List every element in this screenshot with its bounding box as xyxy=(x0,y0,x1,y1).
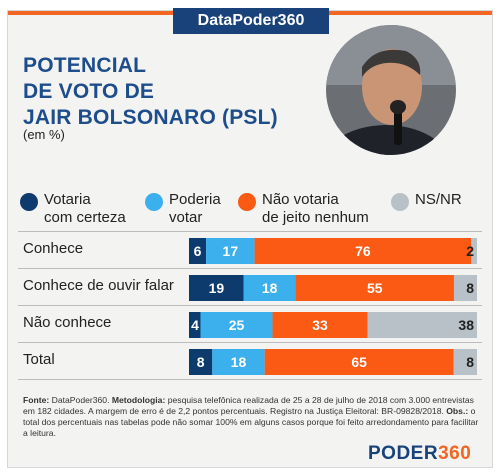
bar-value-label: 19 xyxy=(209,280,225,296)
footnote: Fonte: DataPoder360. Metodologia: pesqui… xyxy=(23,395,483,439)
legend-label: Poderia votar xyxy=(169,191,221,226)
footnote-obs-label: Obs.: xyxy=(446,406,469,416)
chart-subtitle: (em %) xyxy=(23,127,65,142)
footnote-fonte: DataPoder360. xyxy=(49,395,112,405)
legend-label: Votaria com certeza xyxy=(44,191,126,226)
stacked-bar-plot: 6 17 76 2 19 18 55 8 4 25 33 38 8 18 65 8 xyxy=(189,238,477,375)
legend-item-certeza: Votaria com certeza xyxy=(20,191,126,227)
row-divider xyxy=(18,305,482,306)
row-divider xyxy=(18,342,482,343)
row-label-ouvir-falar: Conhece de ouvir falar xyxy=(23,277,174,294)
bar-segment xyxy=(254,238,472,264)
row-label-total: Total xyxy=(23,351,55,368)
legend-swatch xyxy=(145,193,163,211)
bar-segment xyxy=(453,275,477,301)
bar-segment xyxy=(189,312,201,338)
bar-value-label: 65 xyxy=(351,354,367,370)
brand-badge: DataPoder360 xyxy=(173,8,329,34)
footnote-fonte-label: Fonte: xyxy=(23,395,50,405)
bar-segment xyxy=(206,238,255,264)
bar-value-label: 2 xyxy=(466,243,474,259)
bar-segment xyxy=(189,238,207,264)
row-label-nao-conhece: Não conhece xyxy=(23,314,112,331)
bar-value-label: 18 xyxy=(231,354,247,370)
bar-segment xyxy=(200,312,273,338)
legend-label: NS/NR xyxy=(415,191,462,208)
bar-value-label: 4 xyxy=(191,317,199,333)
bar-segment xyxy=(367,312,477,338)
chart-card: DataPoder360 POTENCIAL DE VOTO DE JAIR B… xyxy=(7,8,493,468)
bar-value-label: 18 xyxy=(262,280,278,296)
bar-value-label: 8 xyxy=(466,280,474,296)
bar-segment xyxy=(453,349,477,375)
legend-item-poderia: Poderia votar xyxy=(145,191,221,227)
legend-item-nsnr: NS/NR xyxy=(391,191,462,211)
bar-value-label: 17 xyxy=(223,243,239,259)
bar-segment xyxy=(471,238,477,264)
bar-segment xyxy=(189,275,244,301)
row-divider xyxy=(18,379,482,380)
footnote-metodologia-label: Metodologia: xyxy=(111,395,166,405)
chart-title: POTENCIAL DE VOTO DE JAIR BOLSONARO (PSL… xyxy=(23,54,278,129)
bar-segment xyxy=(243,275,296,301)
bar-value-label: 33 xyxy=(312,317,328,333)
bar-value-label: 76 xyxy=(355,243,371,259)
legend-label: Não votaria de jeito nenhum xyxy=(262,191,369,226)
bar-value-label: 6 xyxy=(194,243,202,259)
bar-segment xyxy=(295,275,454,301)
poder360-logo: PODER360 xyxy=(368,443,471,465)
logo-word: PODER xyxy=(368,443,439,464)
bar-segment xyxy=(189,349,213,375)
bar-segment xyxy=(212,349,265,375)
bar-value-label: 55 xyxy=(367,280,383,296)
footnote-metodologia: pesquisa telefônica realizada de 25 a 28… xyxy=(23,395,474,416)
bar-value-label: 25 xyxy=(229,317,245,333)
legend-swatch xyxy=(391,193,409,211)
legend-swatch xyxy=(20,193,38,211)
bar-value-label: 38 xyxy=(458,317,474,333)
bar-segment xyxy=(264,349,454,375)
bar-segment xyxy=(272,312,368,338)
legend-item-nao-votaria: Não votaria de jeito nenhum xyxy=(238,191,369,227)
row-label-conhece: Conhece xyxy=(23,240,84,257)
row-divider xyxy=(18,268,482,269)
logo-number: 360 xyxy=(438,443,472,464)
row-divider xyxy=(18,231,482,232)
bar-value-label: 8 xyxy=(466,354,474,370)
legend-swatch xyxy=(238,193,256,211)
footnote-obs: o total dos percentuais nas tabelas pode… xyxy=(23,406,479,438)
bar-value-label: 8 xyxy=(197,354,205,370)
chart-legend: Votaria com certeza Poderia votar Não vo… xyxy=(8,191,492,231)
